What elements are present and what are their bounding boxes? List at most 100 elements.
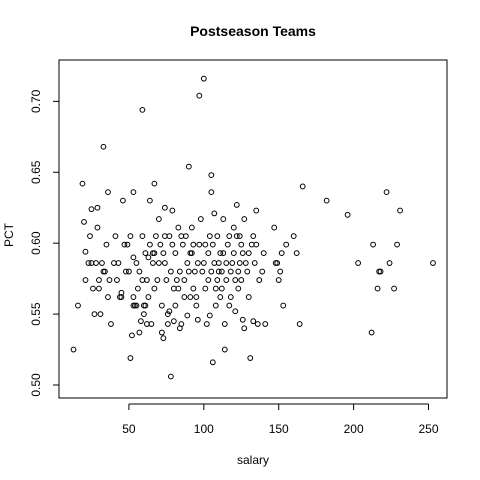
x-tick-label: 100 [194,422,214,436]
data-point [374,285,381,292]
data-point [226,233,233,239]
data-point [229,260,236,266]
data-point [127,355,134,361]
data-point [254,321,261,327]
data-point [224,241,231,248]
data-point [355,260,362,266]
data-point [91,311,98,317]
data-point [166,308,173,315]
x-axis-label: salary [237,453,269,467]
data-point [102,268,108,275]
data-point [120,197,126,204]
points-layer [70,75,436,380]
data-point [169,207,176,214]
data-point [394,241,400,248]
data-point [167,268,174,275]
data-point [221,346,228,353]
data-point [232,308,239,315]
data-point [138,318,144,325]
data-point [209,241,216,248]
data-point [112,233,119,239]
data-point [158,302,165,309]
data-point [182,233,189,239]
data-point [256,277,263,283]
data-point [250,318,257,325]
data-point [250,233,257,239]
data-point [118,294,125,300]
data-point [79,180,86,187]
data-point [164,311,171,317]
data-point [155,260,162,266]
data-point [227,268,234,275]
y-axis-label: PCT [2,222,16,247]
data-point [253,241,260,248]
data-point [220,250,227,257]
data-point [191,268,198,275]
data-point [233,233,240,239]
data-point [188,250,195,257]
data-point [146,197,153,204]
data-point [235,285,242,292]
data-point [155,216,162,222]
data-point [157,241,164,248]
data-point [194,260,201,266]
chart-title: Postseason Teams [190,23,316,39]
data-point [223,260,230,266]
data-point [377,268,384,275]
data-point [215,260,222,266]
data-point [88,206,95,213]
data-point [190,285,197,292]
data-point [233,201,240,208]
data-point [161,204,168,211]
y-tick-label: 0.70 [29,89,43,113]
data-point [96,285,102,292]
data-point [227,294,234,300]
data-point [133,302,140,309]
data-point [283,241,290,248]
data-point [70,346,77,353]
data-point [108,321,114,327]
data-point [238,241,245,248]
data-point [370,241,376,248]
data-point [154,277,161,283]
data-point [169,241,176,248]
y-tick-label: 0.55 [29,302,43,326]
data-point [124,241,131,248]
data-point [184,260,191,266]
data-point [260,250,267,257]
data-point [167,373,174,380]
data-point [206,233,213,239]
y-tick-label: 0.60 [29,231,43,255]
data-point [239,316,246,323]
data-point [148,321,155,327]
data-point [121,241,128,248]
data-point [274,260,281,266]
data-point [181,277,188,283]
data-point [127,233,134,239]
y-tick-label: 0.65 [29,160,43,184]
data-point [164,321,171,327]
data-point [368,329,375,336]
data-point [262,321,269,327]
data-point [172,250,179,257]
data-point [214,277,221,283]
data-point [230,224,237,231]
data-point [251,260,258,266]
x-tick-label: 50 [122,422,136,436]
data-point [87,233,93,239]
data-point [139,233,146,239]
data-point [391,285,397,292]
data-point [146,241,153,248]
data-point [99,260,105,266]
data-point [135,285,141,292]
data-point [242,260,249,266]
data-point [97,311,104,317]
data-point [323,197,330,204]
data-point [209,359,216,366]
data-point [200,75,207,82]
data-point [126,268,132,275]
data-point [208,189,215,196]
data-point [187,294,194,300]
data-point [130,294,137,300]
data-point [245,294,252,300]
